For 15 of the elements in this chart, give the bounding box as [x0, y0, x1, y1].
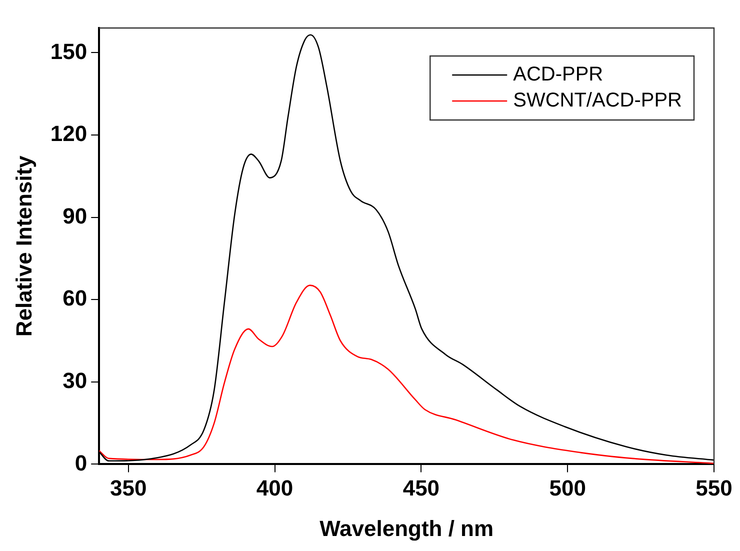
y-tick-label: 120: [50, 121, 88, 146]
x-tick-label: 550: [696, 475, 732, 500]
y-tick-label: 150: [50, 38, 88, 64]
x-tick-label: 500: [549, 475, 586, 500]
y-tick-label: 90: [62, 203, 88, 228]
x-tick-label: 350: [110, 475, 147, 500]
x-tick-label: 450: [402, 475, 440, 500]
y-tick-label: 30: [62, 368, 88, 393]
y-tick-label: 60: [62, 286, 88, 311]
legend-label: SWCNT/ACD-PPR: [513, 90, 682, 112]
y-tick-label: 0: [74, 450, 88, 476]
y-axis-title: Relative Intensity: [11, 154, 36, 337]
legend-label: ACD-PPR: [513, 64, 604, 86]
x-axis-title: Wavelength / nm: [320, 516, 494, 541]
x-tick-label: 400: [256, 475, 294, 500]
